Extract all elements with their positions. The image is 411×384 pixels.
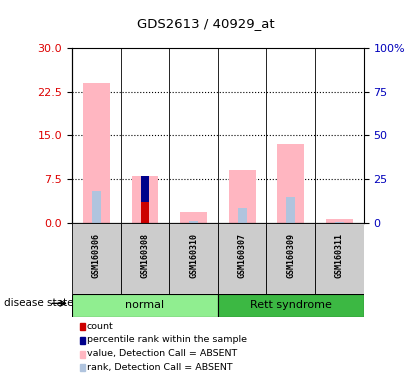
Bar	[80, 323, 85, 330]
Text: count: count	[87, 321, 113, 331]
Bar	[326, 219, 353, 223]
Text: GSM160310: GSM160310	[189, 233, 198, 278]
Text: GSM160311: GSM160311	[335, 233, 344, 278]
Bar	[132, 176, 158, 223]
Text: rank, Detection Call = ABSENT: rank, Detection Call = ABSENT	[87, 363, 233, 372]
Text: GDS2613 / 40929_at: GDS2613 / 40929_at	[137, 17, 274, 30]
Bar	[315, 223, 364, 294]
Bar	[218, 294, 364, 317]
Text: normal: normal	[125, 300, 164, 310]
Bar	[141, 194, 149, 223]
Text: disease state: disease state	[4, 298, 74, 308]
Bar	[218, 223, 266, 294]
Bar	[120, 223, 169, 294]
Text: percentile rank within the sample: percentile rank within the sample	[87, 335, 247, 344]
Bar	[72, 223, 120, 294]
Bar	[189, 221, 198, 223]
Bar	[180, 212, 207, 223]
Bar	[229, 170, 256, 223]
Text: GSM160308: GSM160308	[141, 233, 149, 278]
Text: GSM160309: GSM160309	[286, 233, 295, 278]
Bar	[80, 364, 85, 371]
Bar	[238, 208, 247, 223]
Bar	[266, 223, 315, 294]
Text: value, Detection Call = ABSENT: value, Detection Call = ABSENT	[87, 349, 237, 358]
Bar	[141, 202, 148, 223]
Bar	[277, 144, 304, 223]
Bar	[83, 83, 110, 223]
Text: GSM160307: GSM160307	[238, 233, 247, 278]
Text: GSM160306: GSM160306	[92, 233, 101, 278]
Bar	[141, 176, 148, 202]
Bar	[286, 197, 295, 223]
Bar	[92, 191, 101, 223]
Bar	[169, 223, 218, 294]
Bar	[72, 294, 218, 317]
Bar	[335, 222, 344, 223]
Bar	[80, 351, 85, 358]
Text: Rett syndrome: Rett syndrome	[250, 300, 332, 310]
Bar	[80, 337, 85, 344]
